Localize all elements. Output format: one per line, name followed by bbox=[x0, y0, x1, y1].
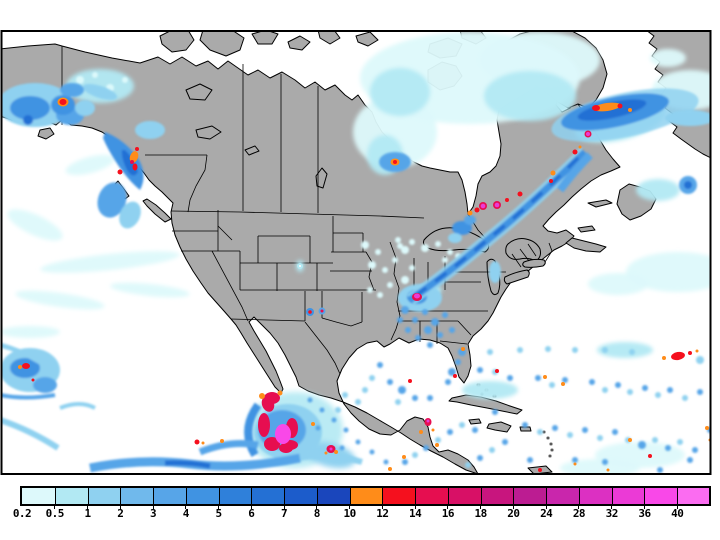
colorbar-label-6: 6 bbox=[248, 507, 255, 520]
colorbar-label-12: 12 bbox=[376, 507, 389, 520]
colorbar-tick bbox=[381, 505, 383, 509]
colorbar-tick bbox=[512, 505, 514, 509]
colorbar-tick bbox=[316, 505, 318, 509]
colorbar-label-10: 10 bbox=[343, 507, 356, 520]
precip-intense-spots bbox=[18, 97, 710, 472]
colorbar-label-14: 14 bbox=[409, 507, 422, 520]
colorbar-cell-14 bbox=[415, 488, 449, 505]
colorbar-label-1: 1 bbox=[84, 507, 91, 520]
island-hispaniola bbox=[486, 421, 512, 433]
colorbar-label-0.5: 0.5 bbox=[45, 507, 65, 520]
colorbar-cell-7 bbox=[284, 488, 318, 505]
colorbar-label-2: 2 bbox=[117, 507, 124, 520]
colorbar-tick bbox=[611, 505, 613, 509]
colorbar-label-28: 28 bbox=[572, 507, 586, 520]
colorbar-label-3: 3 bbox=[149, 507, 157, 520]
colorbar-cell-0.5 bbox=[54, 488, 89, 505]
colorbar-cell-36 bbox=[644, 488, 679, 505]
colorbar-label-32: 32 bbox=[605, 507, 619, 520]
colorbar-label-4: 4 bbox=[182, 507, 190, 520]
colorbar-cell-12 bbox=[382, 488, 417, 505]
colorbar-cell-40 bbox=[677, 488, 711, 505]
colorbar-label-0.2: 0.2 bbox=[12, 507, 32, 520]
colorbar-label-8: 8 bbox=[313, 507, 321, 520]
map-frame-overlay bbox=[0, 30, 712, 475]
colorbar-cell-16 bbox=[447, 488, 482, 505]
colorbar-cell-6 bbox=[251, 488, 286, 505]
precip-band-quebec bbox=[406, 147, 593, 306]
colorbar-cell-3 bbox=[153, 488, 187, 505]
colorbar-tick bbox=[480, 505, 482, 509]
colorbar-cell-5 bbox=[218, 488, 253, 505]
colorbar-tick bbox=[87, 505, 89, 509]
colorbar-tick bbox=[152, 505, 154, 509]
colorbar-label-40: 40 bbox=[671, 507, 684, 520]
colorbar-cell-8 bbox=[316, 488, 351, 505]
colorbar-tick bbox=[119, 505, 121, 509]
colorbar-tick bbox=[578, 505, 580, 509]
colorbar-tick bbox=[643, 505, 645, 509]
continent-north-america bbox=[2, 43, 621, 473]
colorbar-tick bbox=[414, 505, 416, 509]
colorbar-tick bbox=[250, 505, 252, 509]
peninsula-nova-scotia bbox=[565, 237, 607, 253]
colorbar-cell-18 bbox=[480, 488, 515, 505]
colorbar-label-24: 24 bbox=[540, 507, 553, 520]
colorbar-cell-32 bbox=[611, 488, 646, 505]
colorbar-tick bbox=[185, 505, 187, 509]
colorbar-cell-2 bbox=[120, 488, 155, 505]
colorbar-tick bbox=[54, 505, 56, 509]
colorbar-cell-24 bbox=[546, 488, 580, 505]
colorbar-cell-4 bbox=[185, 488, 220, 505]
colorbar-tick bbox=[447, 505, 449, 509]
canadian-lakes bbox=[185, 83, 328, 189]
colorbar-label-20: 20 bbox=[507, 507, 520, 520]
colorbar-cell-20 bbox=[513, 488, 548, 505]
colorbar-label-5: 5 bbox=[215, 507, 223, 520]
colorbar-tick bbox=[349, 505, 351, 509]
colorbar-label-7: 7 bbox=[281, 507, 288, 520]
colorbar-label-16: 16 bbox=[441, 507, 455, 520]
colorbar-tick bbox=[218, 505, 220, 509]
colorbar-cell-10 bbox=[349, 488, 384, 505]
colorbar-tick bbox=[545, 505, 547, 509]
colorbar-label-36: 36 bbox=[638, 507, 651, 520]
colorbar-tick bbox=[676, 505, 678, 509]
island-vancouver bbox=[142, 198, 172, 223]
colorbar-tick bbox=[283, 505, 285, 509]
colorbar-cell-0.2 bbox=[22, 488, 55, 505]
colorbar-cell-28 bbox=[578, 488, 613, 505]
precip-layer-moderate bbox=[2, 83, 710, 451]
colorbar-label-18: 18 bbox=[474, 507, 488, 520]
colorbar-cell-1 bbox=[87, 488, 122, 505]
precip-layer-scatter bbox=[307, 306, 710, 473]
